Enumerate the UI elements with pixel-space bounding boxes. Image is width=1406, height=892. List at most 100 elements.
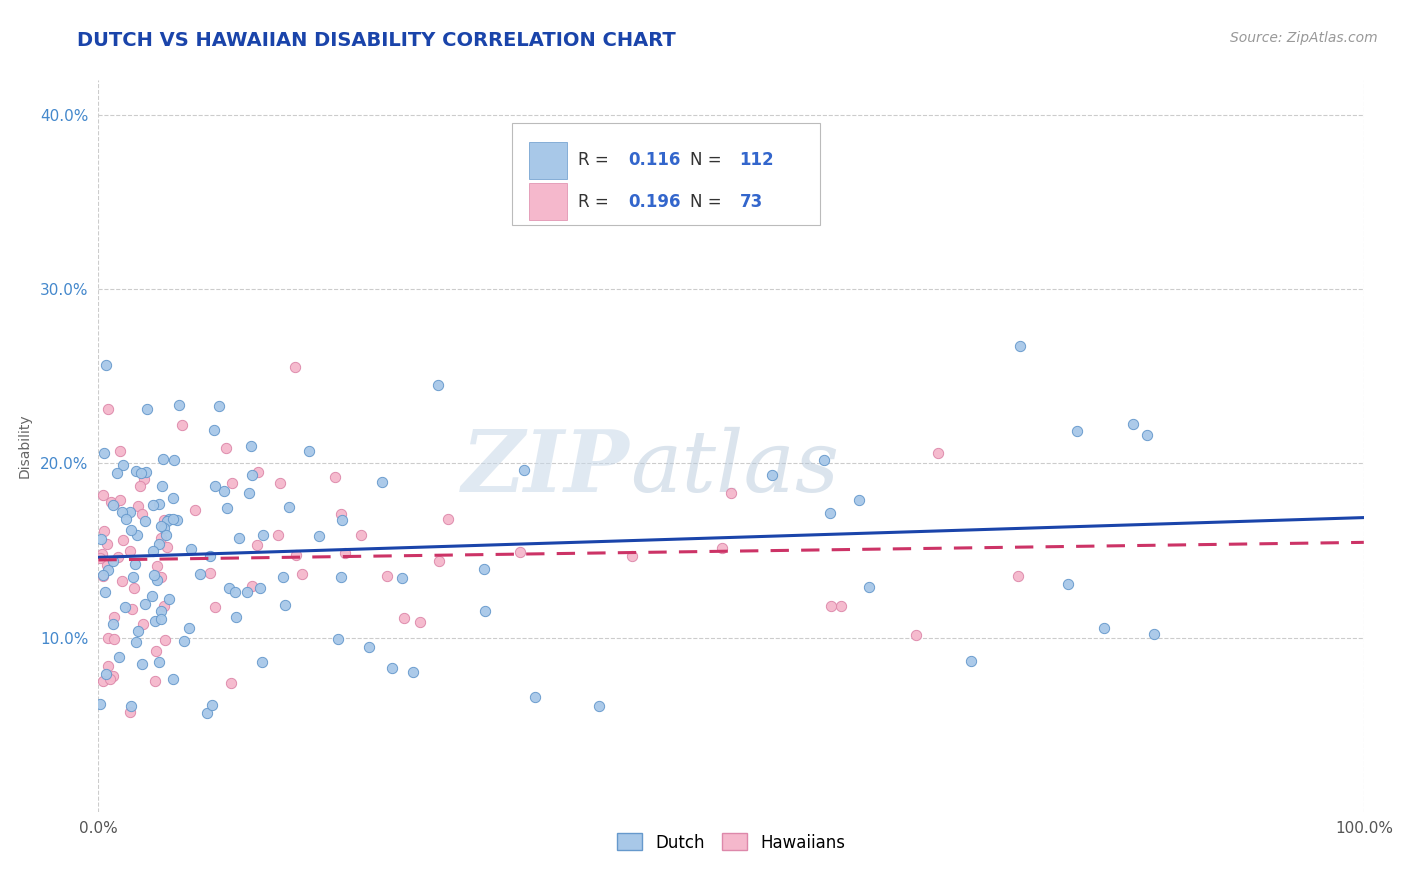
Point bbox=[436, 512, 458, 526]
Point bbox=[145, 644, 167, 658]
Point bbox=[274, 598, 297, 612]
Point bbox=[215, 441, 238, 455]
Point bbox=[204, 599, 226, 614]
Point bbox=[1057, 577, 1080, 591]
Point bbox=[163, 452, 186, 467]
Point bbox=[101, 617, 124, 632]
Point bbox=[100, 494, 122, 508]
Legend: Dutch, Hawaiians: Dutch, Hawaiians bbox=[610, 827, 852, 858]
Point bbox=[103, 497, 125, 511]
Point bbox=[246, 466, 269, 480]
Point bbox=[101, 668, 124, 682]
Point bbox=[371, 475, 394, 489]
Point bbox=[118, 705, 141, 719]
Point bbox=[1122, 417, 1144, 431]
Point bbox=[125, 635, 148, 649]
Point bbox=[167, 398, 190, 412]
Point bbox=[94, 585, 117, 599]
Point bbox=[101, 498, 124, 512]
Point bbox=[285, 548, 308, 562]
Y-axis label: Disability: Disability bbox=[18, 414, 32, 478]
Point bbox=[111, 574, 134, 588]
Point bbox=[143, 673, 166, 688]
Point bbox=[359, 640, 381, 654]
Point bbox=[153, 521, 176, 535]
Point bbox=[136, 401, 159, 416]
Point bbox=[166, 513, 188, 527]
Point bbox=[98, 672, 121, 686]
Point bbox=[103, 554, 125, 568]
Point bbox=[97, 563, 120, 577]
Point bbox=[149, 604, 172, 618]
Point bbox=[329, 507, 352, 521]
Point bbox=[89, 551, 111, 566]
Point bbox=[153, 599, 176, 613]
Point bbox=[108, 492, 131, 507]
Point bbox=[224, 584, 246, 599]
Text: N =: N = bbox=[689, 151, 727, 169]
Point bbox=[150, 570, 173, 584]
Point bbox=[91, 488, 114, 502]
Text: Source: ZipAtlas.com: Source: ZipAtlas.com bbox=[1230, 31, 1378, 45]
Point bbox=[927, 446, 949, 460]
Point bbox=[131, 508, 153, 522]
Point bbox=[212, 483, 235, 498]
Point bbox=[188, 566, 211, 581]
Point bbox=[112, 533, 135, 548]
Point bbox=[308, 529, 330, 543]
Point bbox=[96, 537, 118, 551]
Text: atlas: atlas bbox=[630, 426, 839, 509]
Point bbox=[91, 673, 114, 688]
Point bbox=[143, 567, 166, 582]
Point bbox=[1007, 569, 1029, 583]
Point bbox=[155, 528, 177, 542]
Text: ZIP: ZIP bbox=[463, 426, 630, 509]
Point bbox=[121, 602, 143, 616]
Point bbox=[228, 531, 250, 545]
Point bbox=[291, 566, 314, 581]
Point bbox=[858, 580, 880, 594]
Point bbox=[93, 446, 115, 460]
Point bbox=[148, 497, 170, 511]
Point bbox=[146, 559, 169, 574]
Point bbox=[215, 500, 238, 515]
Point bbox=[235, 584, 257, 599]
Point bbox=[472, 562, 495, 576]
Point bbox=[208, 399, 231, 413]
Point bbox=[120, 523, 142, 537]
Point bbox=[148, 656, 170, 670]
Point bbox=[143, 614, 166, 628]
Point bbox=[200, 549, 222, 563]
Point bbox=[238, 485, 260, 500]
Point bbox=[284, 360, 307, 375]
Point bbox=[426, 378, 449, 392]
Point bbox=[474, 604, 496, 618]
Point bbox=[122, 581, 145, 595]
Point bbox=[94, 667, 117, 681]
Point bbox=[156, 514, 179, 528]
Point bbox=[252, 527, 274, 541]
Point bbox=[218, 582, 240, 596]
Point bbox=[96, 558, 118, 573]
Point bbox=[201, 698, 224, 712]
Point bbox=[195, 706, 218, 720]
Point bbox=[129, 479, 152, 493]
Text: DUTCH VS HAWAIIAN DISABILITY CORRELATION CHART: DUTCH VS HAWAIIAN DISABILITY CORRELATION… bbox=[77, 31, 676, 50]
Point bbox=[180, 541, 202, 556]
Point bbox=[149, 531, 172, 545]
Point bbox=[135, 465, 157, 479]
Point bbox=[91, 568, 114, 582]
Point bbox=[131, 657, 153, 671]
Point bbox=[200, 566, 222, 580]
Point bbox=[271, 570, 294, 584]
Point bbox=[1066, 425, 1088, 439]
Point bbox=[91, 569, 114, 583]
Point bbox=[350, 528, 373, 542]
Point bbox=[111, 458, 134, 472]
Point bbox=[141, 589, 163, 603]
Text: 112: 112 bbox=[740, 151, 775, 169]
Point bbox=[391, 571, 413, 585]
Text: 0.196: 0.196 bbox=[628, 193, 681, 211]
Point bbox=[114, 511, 136, 525]
Point bbox=[150, 479, 173, 493]
